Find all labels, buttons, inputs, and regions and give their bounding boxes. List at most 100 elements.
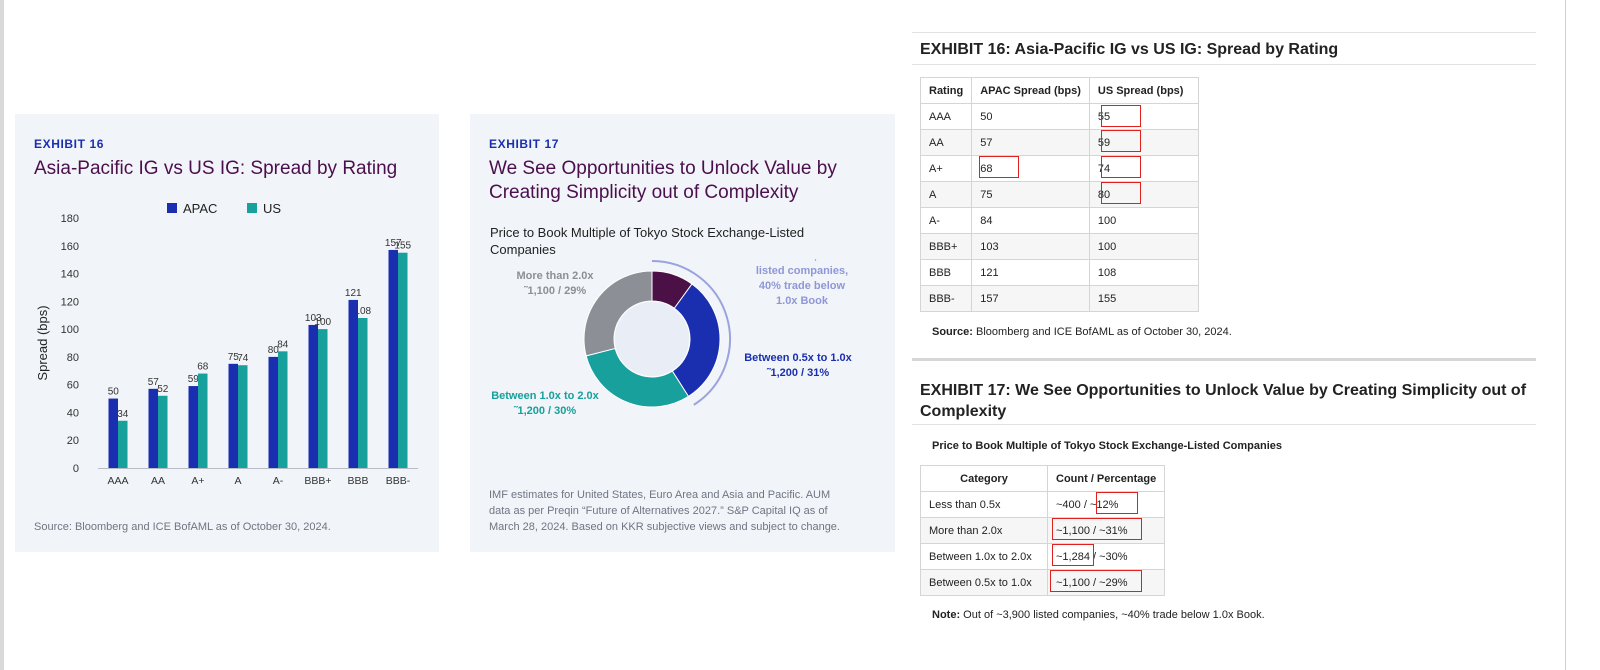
y-tick-label: 140 xyxy=(61,269,79,281)
exhibit16-source: Source: Bloomberg and ICE BofAML as of O… xyxy=(34,521,331,533)
table-cell: A- xyxy=(919,207,973,234)
bar-data-label: 68 xyxy=(197,362,209,373)
table-row: A+ 68 74 xyxy=(919,155,1199,182)
y-tick-label: 20 xyxy=(67,435,79,447)
callout-line: listed companies, xyxy=(756,265,848,277)
table-cell: Less than 0.5x xyxy=(920,491,1048,518)
table-cell: More than 2.0x xyxy=(920,517,1048,544)
bar-apac xyxy=(188,386,198,468)
table-cell: 100 xyxy=(1088,207,1199,234)
table17-subtitle: Price to Book Multiple of Tokyo Stock Ex… xyxy=(932,440,1283,452)
exhibit17-label: EXHIBIT 17 xyxy=(489,137,560,151)
bar-data-label: 108 xyxy=(354,306,371,317)
bar-data-label: 75 xyxy=(228,352,240,363)
exhibit17-source-line-2: data as per Preqin “Future of Alternativ… xyxy=(489,505,828,517)
left-frame-border xyxy=(0,0,4,670)
x-tick-label: A+ xyxy=(191,475,204,487)
bar-apac xyxy=(228,363,238,468)
exhibit16-panel: EXHIBIT 16 Asia-Pacific IG vs US IG: Spr… xyxy=(15,114,439,552)
slice-detail: ˜1,200 / 30% xyxy=(513,405,577,417)
bar-data-label: 121 xyxy=(345,288,362,299)
bar-apac xyxy=(268,356,278,468)
bar-us xyxy=(318,329,328,468)
table16-source-text: Bloomberg and ICE BofAML as of October 3… xyxy=(976,326,1232,338)
table-cell: AAA xyxy=(919,103,973,130)
bar-us xyxy=(238,365,248,468)
table-cell: A+ xyxy=(919,155,973,182)
table16-source-label: Source: xyxy=(932,326,973,338)
highlight-mark xyxy=(1050,570,1142,592)
exhibit17-panel: EXHIBIT 17 We See Opportunities to Unloc… xyxy=(470,114,895,552)
x-tick-label: BBB+ xyxy=(304,475,331,487)
highlight-mark xyxy=(1101,105,1141,127)
bar-data-label: 74 xyxy=(237,353,249,364)
table-row: BBB- 157 155 xyxy=(919,285,1199,312)
table16-header-us: US Spread (bps) xyxy=(1088,77,1199,104)
table17-header-count: Count / Percentage xyxy=(1046,465,1166,492)
table-row: Between 1.0x to 2.0x ~1,284 / ~30% xyxy=(920,543,1166,570)
callout-line: Out of ˜3,900 xyxy=(769,259,836,262)
bar-data-label: 34 xyxy=(117,409,129,420)
exhibit17-subtitle: Price to Book Multiple of Tokyo Stock Ex… xyxy=(490,225,805,257)
table17-note: Note: Out of ~3,900 listed companies, ~4… xyxy=(932,609,1265,621)
x-tick-label: BBB xyxy=(347,475,368,487)
exhibit17-source-line-1: IMF estimates for United States, Euro Ar… xyxy=(489,489,831,501)
y-tick-label: 160 xyxy=(61,241,79,253)
top-rule xyxy=(912,32,1536,33)
y-tick-label: 40 xyxy=(67,407,79,419)
table-row: AAA 50 55 xyxy=(919,103,1199,130)
bar-apac xyxy=(148,388,158,468)
highlight-mark xyxy=(1101,156,1141,178)
highlight-mark xyxy=(1052,518,1142,540)
y-tick-label: 80 xyxy=(67,352,79,364)
table-row: AA 57 59 xyxy=(919,129,1199,156)
donut-slice xyxy=(583,270,653,357)
donut-slice xyxy=(671,283,721,398)
bar-apac xyxy=(108,398,118,468)
table16: Rating APAC Spread (bps) US Spread (bps)… xyxy=(919,77,1199,312)
table16-header-apac: APAC Spread (bps) xyxy=(971,77,1090,104)
bar-data-label: 103 xyxy=(305,313,322,324)
slice-label: More than 2.0x xyxy=(516,270,594,282)
price-to-book-donut-chart: Out of ˜3,900 listed companies, 40% trade … xyxy=(491,259,852,417)
slice-detail: ˜1,200 / 31% xyxy=(766,367,830,379)
table-cell: 84 xyxy=(971,207,1090,234)
y-tick-label: 180 xyxy=(61,213,79,225)
table-cell: 75 xyxy=(971,181,1090,208)
table-cell: A xyxy=(919,181,973,208)
table-cell: 55 xyxy=(1088,103,1199,130)
table17-title-line-2: Complexity xyxy=(920,403,1007,420)
table17-title-line-1: EXHIBIT 17: We See Opportunities to Unlo… xyxy=(920,382,1527,399)
spread-bar-chart: 0 20 40 60 80 100 120 140 160 180 Spread (bps) APAC… xyxy=(35,201,418,487)
table16-header-row: Rating APAC Spread (bps) US Spread (bps) xyxy=(919,77,1199,104)
table-cell: 103 xyxy=(971,233,1090,260)
table-cell: 108 xyxy=(1088,259,1199,286)
table-cell: Between 1.0x to 2.0x xyxy=(920,543,1048,570)
table17-note-text: Out of ~3,900 listed companies, ~40% tra… xyxy=(963,609,1265,621)
bar-us xyxy=(358,318,368,468)
y-tick-label: 0 xyxy=(73,463,79,475)
callout-arc xyxy=(651,260,731,406)
table16-title-rule xyxy=(912,64,1536,65)
table16-title: EXHIBIT 16: Asia-Pacific IG vs US IG: Sp… xyxy=(920,41,1339,58)
legend-swatch-us xyxy=(247,203,257,213)
bar-data-label: 100 xyxy=(314,317,331,328)
table-cell: BBB- xyxy=(919,285,973,312)
exhibit17-source-line-3: March 28, 2024. Based on KKR subjective … xyxy=(489,521,840,533)
bar-data-label: 155 xyxy=(394,241,411,252)
bar-data-label: 59 xyxy=(188,374,200,385)
table17-header-category: Category xyxy=(920,465,1048,492)
table-cell: 57 xyxy=(971,129,1090,156)
donut-slice xyxy=(585,347,690,408)
slice-detail: ˜1,100 / 29% xyxy=(523,285,587,297)
table17-header-row: Category Count / Percentage xyxy=(920,465,1166,492)
donut-hole xyxy=(615,302,689,376)
bar-apac xyxy=(308,324,318,468)
y-axis-label: Spread (bps) xyxy=(35,305,50,380)
table17-title-rule xyxy=(912,424,1536,425)
bar-us xyxy=(398,252,408,468)
bar-us xyxy=(278,351,288,468)
bar-data-label: 84 xyxy=(277,339,289,350)
exhibit16-title: Asia-Pacific IG vs US IG: Spread by Rati… xyxy=(34,158,398,179)
bar-us xyxy=(158,395,168,468)
